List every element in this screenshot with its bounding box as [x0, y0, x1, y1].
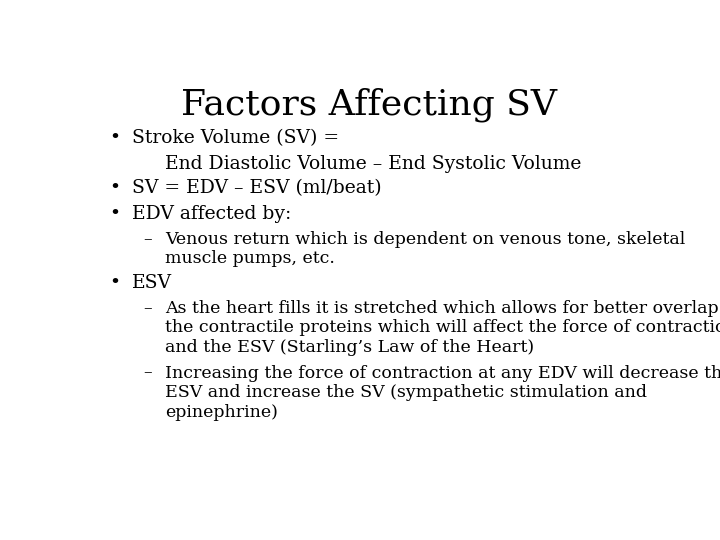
Text: Factors Affecting SV: Factors Affecting SV	[181, 87, 557, 122]
Text: •: •	[109, 205, 121, 223]
Text: SV = EDV – ESV (ml/beat): SV = EDV – ESV (ml/beat)	[132, 179, 382, 197]
Text: –: –	[143, 300, 152, 317]
Text: ESV: ESV	[132, 274, 172, 292]
Text: –: –	[143, 231, 152, 248]
Text: Venous return which is dependent on venous tone, skeletal
muscle pumps, etc.: Venous return which is dependent on veno…	[166, 231, 685, 267]
Text: •: •	[109, 274, 121, 292]
Text: •: •	[109, 179, 121, 197]
Text: •: •	[109, 129, 121, 147]
Text: As the heart fills it is stretched which allows for better overlap of
the contra: As the heart fills it is stretched which…	[166, 300, 720, 356]
Text: Increasing the force of contraction at any EDV will decrease the
ESV and increas: Increasing the force of contraction at a…	[166, 364, 720, 421]
Text: Stroke Volume (SV) =: Stroke Volume (SV) =	[132, 129, 339, 147]
Text: –: –	[143, 364, 152, 382]
Text: EDV affected by:: EDV affected by:	[132, 205, 291, 223]
Text: End Diastolic Volume – End Systolic Volume: End Diastolic Volume – End Systolic Volu…	[166, 155, 582, 173]
